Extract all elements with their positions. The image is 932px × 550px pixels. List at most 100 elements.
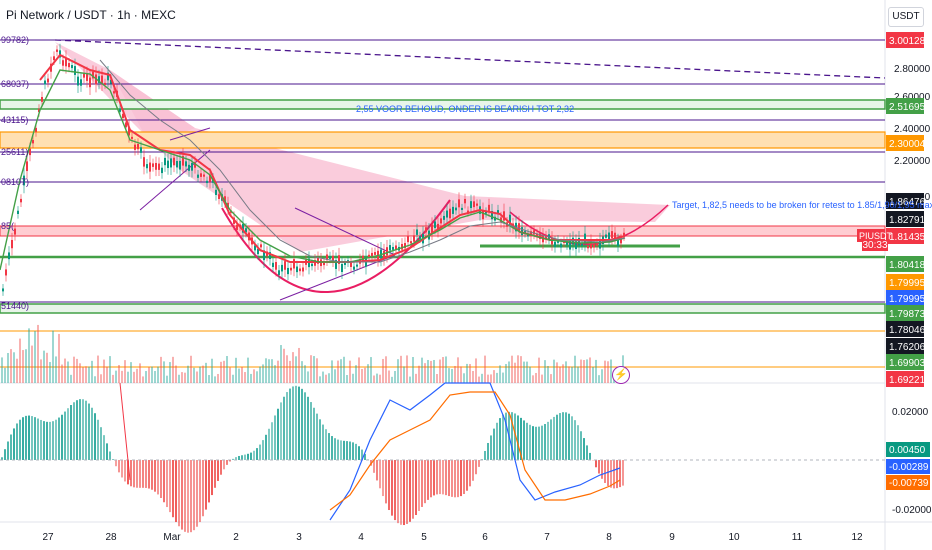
macd-bar [607, 460, 609, 486]
volume-bar [67, 361, 69, 383]
volume-bar [340, 359, 342, 383]
macd-bar [475, 460, 477, 475]
macd-bar [88, 403, 90, 460]
volume-bar [418, 365, 420, 383]
volume-bar [289, 360, 291, 383]
macd-bar [310, 402, 312, 460]
candle [518, 223, 520, 232]
candle [353, 266, 355, 270]
volume-bar [487, 374, 489, 383]
volume-bar [178, 374, 180, 383]
candle [356, 264, 358, 267]
support-bands [0, 99, 886, 368]
macd-bar [106, 443, 108, 460]
macd-bar [178, 460, 180, 527]
time-tick-label: 11 [792, 532, 803, 543]
candle [62, 60, 64, 66]
volume-bar [106, 366, 108, 383]
candle [569, 240, 571, 250]
price-tick-label: 2.40000 [894, 124, 931, 135]
candle [71, 65, 73, 69]
candle [290, 267, 292, 271]
candle [581, 243, 583, 246]
candle [38, 108, 40, 113]
volume-bar [274, 365, 276, 383]
volume-bar [73, 356, 75, 383]
macd-bar [391, 460, 393, 516]
volume-bar [469, 364, 471, 383]
time-tick-label: 27 [42, 532, 54, 543]
candle [14, 228, 16, 235]
macd-bar [25, 415, 27, 460]
macd-bar [553, 416, 555, 460]
macd-tick-label: -0.02000 [892, 505, 932, 516]
macd-label: 0.00450 [889, 445, 926, 456]
macd-bar [343, 440, 345, 460]
candle [284, 261, 286, 270]
candle [257, 248, 259, 255]
macd-bar [451, 460, 453, 497]
candle [146, 164, 148, 169]
candle [593, 243, 595, 248]
lightning-icon[interactable]: ⚡ [612, 366, 630, 384]
macd-bar [229, 460, 231, 462]
candle [182, 155, 184, 166]
candle [125, 122, 127, 128]
macd-bar [331, 436, 333, 460]
macd-bar [28, 415, 30, 460]
bearish-wedge-shape [55, 42, 670, 252]
candle [371, 252, 373, 258]
macd-bar [277, 408, 279, 460]
volume-bar [343, 356, 345, 383]
candle [410, 241, 412, 244]
candle [425, 227, 427, 233]
macd-bar [265, 434, 267, 460]
bearish-note[interactable]: 2,55 VOOR BEHOUD, ONDER IS BEARISH TOT 2… [356, 104, 575, 114]
macd-bar [463, 460, 465, 494]
candle [482, 210, 484, 220]
volume-bar [544, 360, 546, 383]
price-label: 2.51695 [889, 102, 926, 113]
left-level-label: 08107) [1, 177, 29, 187]
volume-bar [160, 356, 162, 383]
macd-bar [283, 396, 285, 460]
volume-bar [247, 357, 249, 383]
volume-bar [556, 362, 558, 383]
volume-bar [601, 369, 603, 383]
macd-bar [10, 434, 12, 460]
macd-bar [256, 448, 258, 460]
candle [443, 215, 445, 220]
price-label-box [886, 32, 924, 48]
macd-bar [301, 388, 303, 460]
volume-bar [496, 372, 498, 383]
candle [368, 254, 370, 258]
macd-bar [169, 460, 171, 513]
candle [332, 255, 334, 262]
target-note[interactable]: Target, 1,82,5 needs to be broken for re… [672, 200, 932, 210]
price-label: 1.79995 [889, 278, 926, 289]
currency-selector[interactable]: USDT [888, 7, 924, 27]
macd-bar [355, 443, 357, 460]
candle [329, 256, 331, 259]
candle [218, 194, 220, 200]
volume-bar [49, 362, 51, 383]
candle [92, 71, 94, 79]
candle [560, 243, 562, 248]
volume-bar [514, 362, 516, 383]
chart-title[interactable]: Pi Network / USDT · 1h · MEXC [6, 8, 176, 22]
macd-bar [259, 444, 261, 460]
macd-bar [427, 460, 429, 500]
candle [476, 203, 478, 206]
left-level-label: 43115) [1, 115, 28, 125]
macd-bar [94, 413, 96, 460]
time-tick-label: 10 [728, 532, 740, 543]
macd-bar [160, 460, 162, 498]
volume-bar [124, 360, 126, 383]
volume-bar [22, 350, 24, 383]
volume-bar [478, 376, 480, 383]
macd-bar [373, 460, 375, 473]
volume-bar [307, 371, 309, 383]
macd-bar [136, 460, 138, 488]
volume-bar [325, 374, 327, 383]
